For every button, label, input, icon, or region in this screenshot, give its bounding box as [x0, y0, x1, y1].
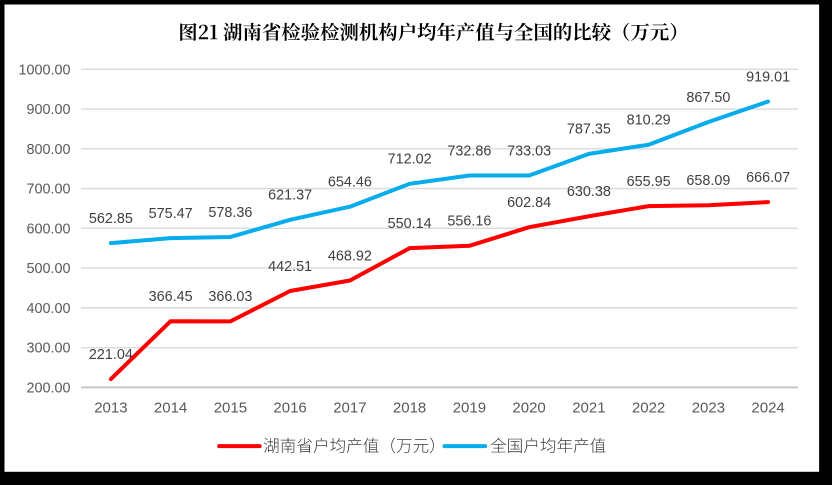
svg-text:700.00: 700.00 [26, 182, 70, 198]
svg-text:2023: 2023 [692, 399, 725, 416]
svg-text:1000.00: 1000.00 [18, 62, 70, 78]
svg-text:621.37: 621.37 [268, 188, 312, 204]
svg-text:787.35: 787.35 [567, 122, 611, 138]
svg-text:400.00: 400.00 [26, 301, 70, 317]
svg-text:556.16: 556.16 [447, 214, 491, 230]
svg-text:630.38: 630.38 [567, 184, 611, 200]
svg-text:732.86: 732.86 [447, 143, 491, 159]
svg-text:658.09: 658.09 [686, 173, 730, 189]
svg-text:2022: 2022 [632, 399, 665, 416]
svg-text:2020: 2020 [512, 399, 545, 416]
svg-text:562.85: 562.85 [89, 211, 133, 227]
svg-text:578.36: 578.36 [208, 205, 252, 221]
svg-text:550.14: 550.14 [388, 216, 432, 232]
svg-text:2014: 2014 [154, 399, 187, 416]
svg-text:602.84: 602.84 [507, 195, 551, 211]
svg-text:300.00: 300.00 [26, 341, 70, 357]
svg-text:2015: 2015 [214, 399, 247, 416]
svg-text:600.00: 600.00 [26, 221, 70, 237]
svg-text:200.00: 200.00 [26, 380, 70, 396]
svg-text:655.95: 655.95 [627, 174, 671, 190]
svg-text:442.51: 442.51 [268, 259, 312, 275]
svg-text:2016: 2016 [273, 399, 306, 416]
svg-text:575.47: 575.47 [149, 206, 193, 222]
svg-text:221.04: 221.04 [89, 347, 133, 363]
svg-text:733.03: 733.03 [507, 143, 551, 159]
svg-text:654.46: 654.46 [328, 175, 372, 191]
svg-text:867.50: 867.50 [686, 90, 730, 106]
svg-text:2013: 2013 [94, 399, 127, 416]
svg-text:919.01: 919.01 [746, 69, 790, 85]
svg-text:800.00: 800.00 [26, 142, 70, 158]
svg-text:810.29: 810.29 [627, 113, 671, 129]
svg-text:712.02: 712.02 [388, 152, 432, 168]
svg-text:2024: 2024 [751, 399, 784, 416]
svg-text:366.45: 366.45 [149, 289, 193, 305]
svg-text:2021: 2021 [572, 399, 605, 416]
svg-text:2018: 2018 [393, 399, 426, 416]
svg-text:2017: 2017 [333, 399, 366, 416]
svg-text:366.03: 366.03 [208, 289, 252, 305]
svg-text:900.00: 900.00 [26, 102, 70, 118]
svg-text:666.07: 666.07 [746, 170, 790, 186]
svg-text:468.92: 468.92 [328, 248, 372, 264]
svg-text:2019: 2019 [453, 399, 486, 416]
svg-text:500.00: 500.00 [26, 261, 70, 277]
